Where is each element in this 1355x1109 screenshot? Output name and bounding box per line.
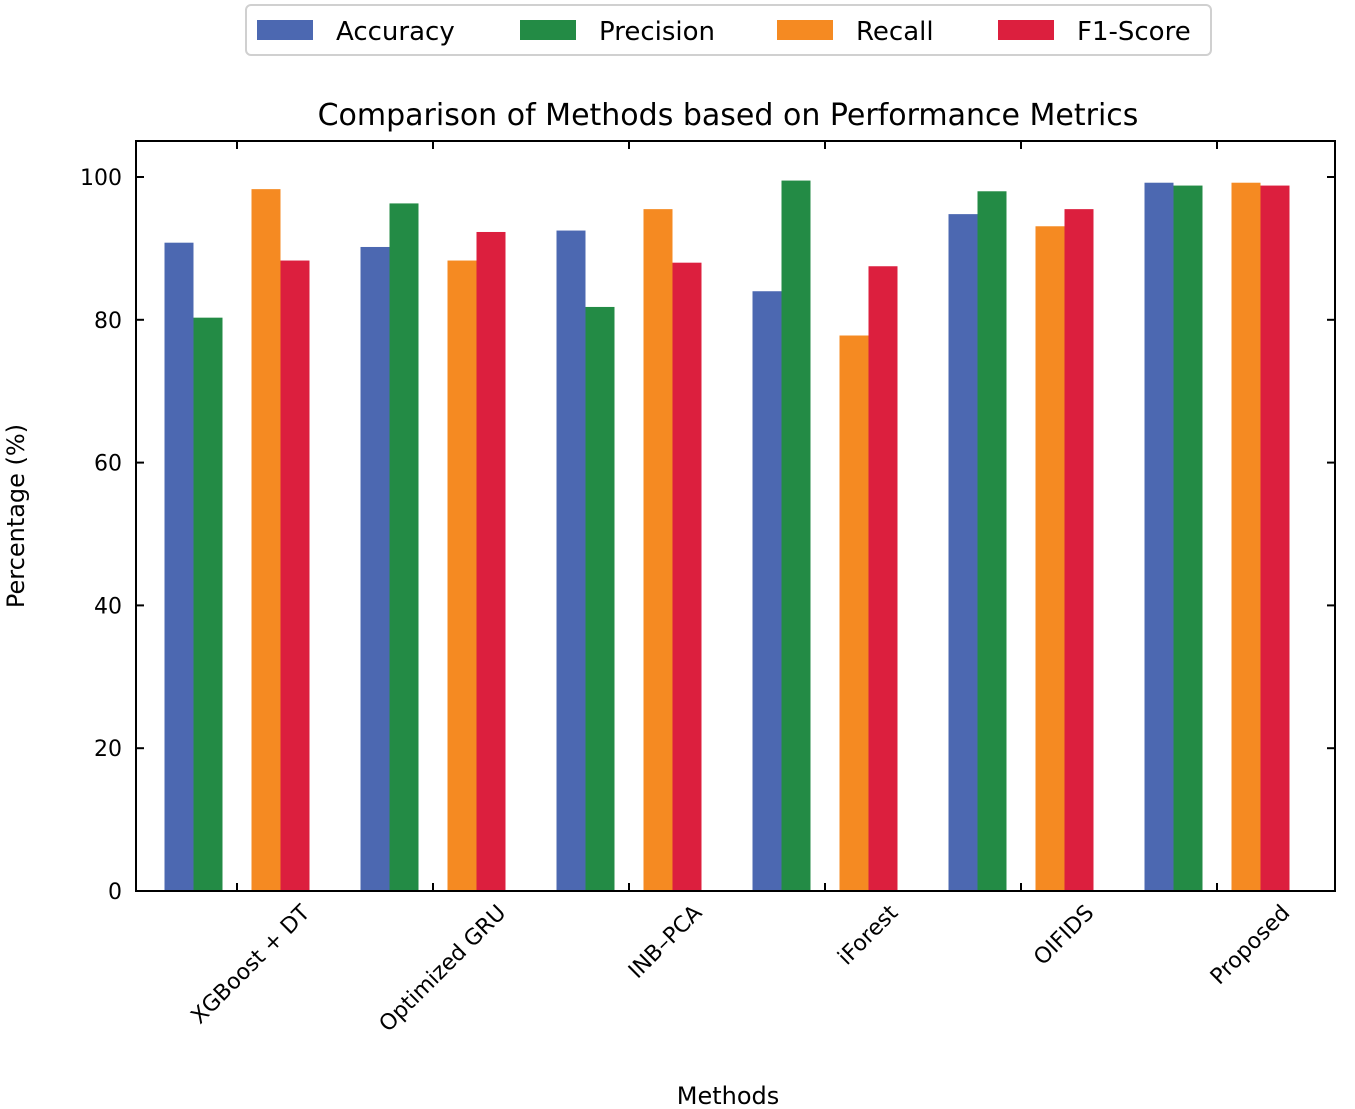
bar-recall-iforest bbox=[839, 335, 869, 891]
y-tick-label: 0 bbox=[108, 880, 122, 905]
legend-swatch-f1-score bbox=[998, 20, 1054, 40]
bar-accuracy-xgboost-dt bbox=[164, 242, 194, 892]
y-tick-label: 60 bbox=[94, 452, 122, 477]
bar-accuracy-proposed bbox=[1144, 182, 1174, 891]
bar-accuracy-oifids bbox=[948, 214, 978, 892]
bar-f1-score-oifids bbox=[1064, 209, 1094, 891]
legend: Accuracy Precision Recall F1-Score bbox=[245, 4, 1212, 56]
bar-f1-score-proposed bbox=[1260, 185, 1290, 891]
y-tick-label: 40 bbox=[94, 594, 122, 619]
bar-precision-proposed bbox=[1173, 185, 1203, 891]
legend-label-precision: Precision bbox=[599, 17, 715, 47]
x-tick-label-xgboost-dt: XGBoost + DT bbox=[187, 900, 316, 1029]
bar-accuracy-inb-pca bbox=[556, 230, 586, 892]
bar-recall-xgboost-dt bbox=[251, 189, 281, 891]
chart-title: Comparison of Methods based on Performan… bbox=[318, 98, 1139, 133]
bar-recall-optimized-gru bbox=[447, 260, 477, 892]
legend-swatch-precision bbox=[520, 20, 576, 40]
x-tick-label-proposed: Proposed bbox=[1206, 901, 1295, 990]
x-axis-label: Methods bbox=[677, 1082, 780, 1109]
bar-accuracy-iforest bbox=[752, 291, 782, 891]
x-tick-label-optimized-gru: Optimized GRU bbox=[375, 901, 512, 1038]
bars bbox=[164, 180, 1290, 892]
x-tick-label-inb-pca: INB–PCA bbox=[624, 901, 707, 984]
bar-f1-score-inb-pca bbox=[672, 262, 702, 891]
bar-f1-score-iforest bbox=[868, 266, 898, 891]
legend-label-f1-score: F1-Score bbox=[1077, 17, 1191, 47]
bar-precision-xgboost-dt bbox=[193, 317, 223, 892]
bar-accuracy-optimized-gru bbox=[360, 246, 390, 892]
legend-label-accuracy: Accuracy bbox=[336, 17, 455, 47]
bar-f1-score-optimized-gru bbox=[476, 231, 506, 891]
legend-swatch-recall bbox=[777, 20, 833, 40]
bar-precision-oifids bbox=[977, 191, 1007, 891]
plot-frame bbox=[135, 140, 1336, 892]
bar-recall-proposed bbox=[1231, 182, 1261, 891]
legend-swatch-accuracy bbox=[257, 20, 313, 40]
bar-f1-score-xgboost-dt bbox=[280, 260, 310, 892]
bar-recall-inb-pca bbox=[643, 209, 673, 891]
x-tick-label-oifids: OIFIDS bbox=[1029, 901, 1099, 971]
x-tick-label-iforest: iForest bbox=[833, 900, 903, 970]
y-axis-label: Percentage (%) bbox=[2, 424, 30, 608]
y-tick-label: 100 bbox=[80, 166, 122, 191]
y-tick-label: 80 bbox=[94, 309, 122, 334]
legend-box bbox=[245, 4, 1212, 56]
bar-recall-oifids bbox=[1035, 226, 1065, 892]
bar-precision-inb-pca bbox=[585, 306, 615, 891]
y-axis: 0 20 40 60 80 100 bbox=[80, 166, 1335, 905]
y-tick-label: 20 bbox=[94, 737, 122, 762]
bar-precision-optimized-gru bbox=[389, 203, 419, 892]
legend-label-recall: Recall bbox=[856, 17, 934, 47]
x-axis: XGBoost + DT Optimized GRU INB–PCA iForest O… bbox=[187, 141, 1295, 1038]
bar-precision-iforest bbox=[781, 180, 811, 891]
